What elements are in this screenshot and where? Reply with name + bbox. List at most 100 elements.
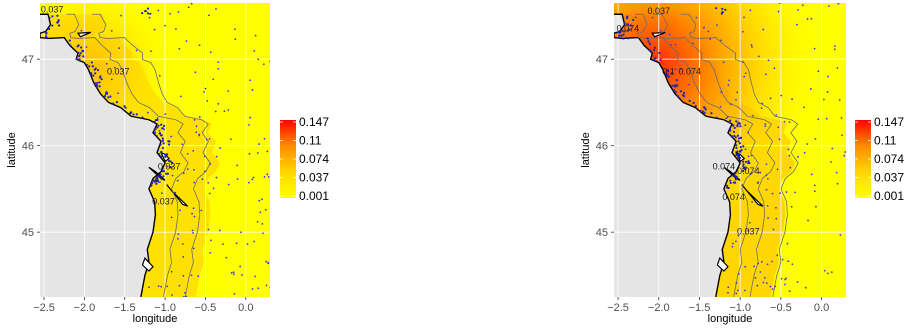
observation-point xyxy=(51,24,54,27)
observation-point xyxy=(817,118,820,121)
observation-point xyxy=(737,234,740,237)
observation-point xyxy=(737,140,740,143)
observation-point xyxy=(153,28,156,31)
observation-point xyxy=(141,116,144,119)
observation-point xyxy=(69,44,72,47)
observation-point xyxy=(233,273,235,276)
observation-point xyxy=(174,191,177,194)
observation-point xyxy=(710,112,713,115)
observation-point xyxy=(45,36,48,39)
observation-point xyxy=(248,124,250,126)
observation-point xyxy=(82,50,85,53)
observation-point xyxy=(160,285,163,288)
observation-point xyxy=(249,79,251,82)
observation-point xyxy=(251,89,254,91)
observation-point xyxy=(100,78,103,81)
observation-point xyxy=(164,113,167,116)
observation-point xyxy=(254,34,257,37)
observation-point xyxy=(209,163,212,165)
observation-point xyxy=(759,271,762,273)
observation-point xyxy=(157,124,160,127)
observation-point xyxy=(739,146,742,149)
observation-point xyxy=(804,286,807,289)
observation-point xyxy=(692,101,695,105)
observation-point xyxy=(651,16,654,19)
observation-point xyxy=(735,282,738,285)
observation-point xyxy=(234,28,236,31)
observation-point xyxy=(261,222,264,225)
observation-point xyxy=(742,30,744,33)
observation-point xyxy=(80,29,83,32)
observation-point xyxy=(835,171,838,174)
observation-point xyxy=(159,173,162,176)
observation-point xyxy=(58,24,61,27)
observation-point xyxy=(254,275,257,278)
observation-point xyxy=(771,260,773,263)
x-tick-label: −1.0 xyxy=(154,302,176,314)
observation-point xyxy=(251,288,254,290)
observation-point xyxy=(744,124,747,127)
observation-point xyxy=(801,4,804,7)
contour-label: 0.037 xyxy=(152,196,175,206)
observation-point xyxy=(809,88,812,90)
observation-point xyxy=(735,240,737,243)
observation-point xyxy=(837,3,840,5)
legend-label: 0.11 xyxy=(874,134,897,148)
observation-point xyxy=(182,274,185,277)
observation-point xyxy=(105,62,108,65)
observation-point xyxy=(208,14,210,17)
observation-point xyxy=(766,204,769,207)
contour-label: 0.037 xyxy=(107,67,130,77)
observation-point xyxy=(680,68,682,70)
observation-point xyxy=(735,153,738,156)
land-area xyxy=(40,3,166,297)
observation-point xyxy=(252,176,255,179)
observation-point xyxy=(170,270,173,273)
observation-point xyxy=(817,70,820,73)
observation-point xyxy=(78,58,81,61)
observation-point xyxy=(627,37,630,40)
observation-point xyxy=(707,30,710,33)
observation-point xyxy=(791,263,794,266)
legend-color-bar xyxy=(280,120,296,198)
observation-point xyxy=(156,148,160,152)
y-tick-label: 47 xyxy=(22,54,34,66)
observation-point xyxy=(159,143,162,146)
observation-point xyxy=(814,138,817,140)
observation-point xyxy=(57,19,60,22)
x-tick-label: 0.0 xyxy=(238,302,253,314)
observation-point xyxy=(787,148,790,151)
observation-point xyxy=(694,104,697,108)
observation-point xyxy=(742,165,745,168)
island xyxy=(741,184,764,207)
legend-label: 0.11 xyxy=(299,134,322,148)
contour-line xyxy=(66,13,189,297)
observation-point xyxy=(272,261,274,263)
observation-point xyxy=(669,43,672,46)
contour-label: 0.037 xyxy=(41,4,64,14)
observation-point xyxy=(178,47,181,50)
observation-point xyxy=(217,61,220,64)
observation-point xyxy=(827,272,829,275)
y-tick-label: 46 xyxy=(22,141,34,153)
observation-point xyxy=(183,295,185,297)
observation-point xyxy=(264,208,267,211)
observation-point xyxy=(648,42,652,45)
observation-point xyxy=(756,284,759,287)
observation-point xyxy=(806,143,809,145)
observation-point xyxy=(158,152,161,156)
observation-point xyxy=(171,294,173,296)
observation-point xyxy=(761,102,764,105)
observation-point xyxy=(736,125,739,128)
observation-point xyxy=(747,155,750,158)
island xyxy=(141,256,154,272)
observation-point xyxy=(784,283,786,286)
observation-point xyxy=(742,160,745,163)
observation-point xyxy=(721,11,724,14)
y-tick-label: 45 xyxy=(22,227,34,239)
observation-point xyxy=(675,78,678,82)
observation-point xyxy=(153,120,156,123)
island xyxy=(148,166,166,181)
observation-point xyxy=(256,221,259,223)
